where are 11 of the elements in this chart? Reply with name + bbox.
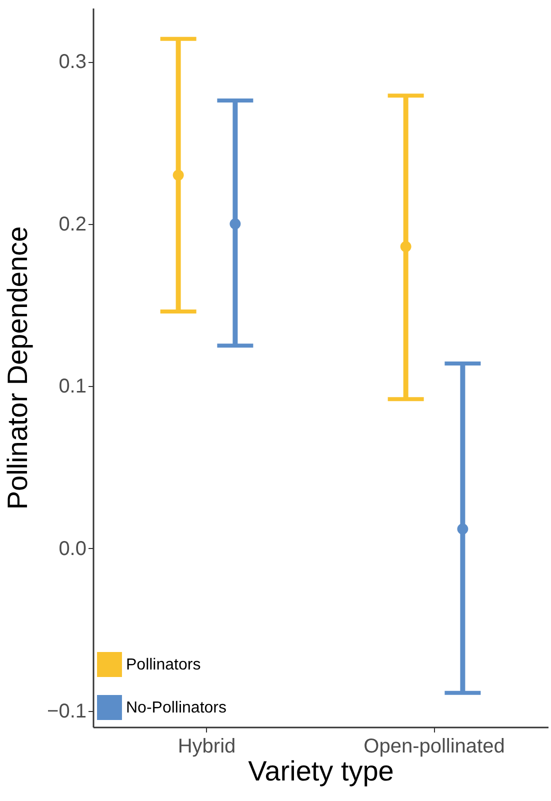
x-tick-label: Hybrid bbox=[178, 736, 236, 758]
y-axis-title: Pollinator Dependence bbox=[2, 226, 34, 510]
y-tick-label: 0.0 bbox=[58, 538, 86, 560]
y-tick-label: 0.2 bbox=[58, 213, 86, 236]
y-tick-label: −0.1 bbox=[47, 700, 86, 722]
x-tick-label: Open-pollinated bbox=[364, 736, 505, 758]
legend-label: Pollinators bbox=[126, 656, 201, 674]
legend-label: No-Pollinators bbox=[126, 700, 226, 716]
x-axis-title: Variety type bbox=[248, 756, 394, 786]
y-tick-label: 0.3 bbox=[58, 51, 86, 74]
y-tick-label: 0.1 bbox=[58, 376, 86, 398]
